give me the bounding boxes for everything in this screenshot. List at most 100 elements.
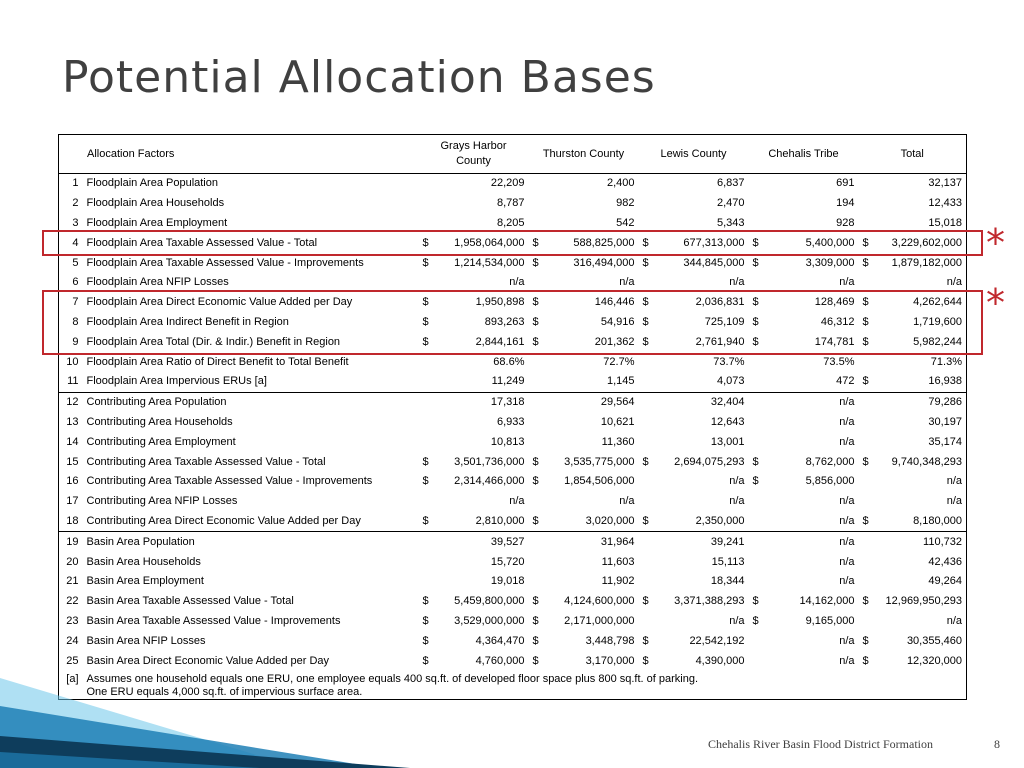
row-number: 21 <box>66 575 79 588</box>
page-number: 8 <box>994 737 1000 751</box>
row-label-text: Basin Area Employment <box>86 575 204 588</box>
table-row: 5 Floodplain Area Taxable Assessed Value … <box>59 253 967 273</box>
table-row: 4 Floodplain Area Taxable Assessed Value … <box>59 233 967 253</box>
cell-lewis: 5,343 <box>639 214 749 234</box>
cell-value: 4,124,600,000 <box>564 595 635 608</box>
row-label-text: Floodplain Area Employment <box>86 216 228 229</box>
footnote-reference: [a] <box>254 375 267 388</box>
cell-value: n/a <box>839 514 855 527</box>
allocation-table-container: Allocation Factors Grays Harbor County T… <box>58 134 967 700</box>
currency-symbol: $ <box>532 256 539 269</box>
cell-total: $12,320,000 <box>859 651 967 671</box>
cell-value: 15,720 <box>490 555 525 568</box>
cell-total: $12,969,950,293 <box>859 592 967 612</box>
cell-chehalis: n/a <box>749 572 859 592</box>
cell-value: n/a <box>619 276 635 289</box>
currency-symbol: $ <box>862 375 869 388</box>
row-label-text: Contributing Area NFIP Losses <box>86 495 238 508</box>
cell-total: 71.3% <box>859 352 967 372</box>
cell-grays-harbor: 39,527 <box>419 532 529 552</box>
cell-value: 2,694,075,293 <box>674 455 745 468</box>
cell-value: n/a <box>839 535 855 548</box>
currency-symbol: $ <box>642 256 649 269</box>
currency-symbol: $ <box>532 614 539 627</box>
cell-value: 2,400 <box>606 177 635 190</box>
cell-thurston: $4,124,600,000 <box>529 592 639 612</box>
cell-lewis: 2,470 <box>639 194 749 214</box>
row-label-text: Floodplain Area Taxable Assessed Value -… <box>86 236 318 249</box>
cell-value: 4,364,470 <box>475 634 525 647</box>
currency-symbol: $ <box>532 475 539 488</box>
currency-symbol: $ <box>532 514 539 527</box>
cell-lewis: 15,113 <box>639 552 749 572</box>
cell-thurston: n/a <box>529 273 639 293</box>
row-label-text: Floodplain Area Ratio of Direct Benefit … <box>86 355 349 368</box>
currency-symbol: $ <box>752 236 759 249</box>
row-number: 12 <box>66 396 79 409</box>
row-label: Floodplain Area Total (Dir. & Indir.) Be… <box>83 332 419 352</box>
currency-symbol: $ <box>422 315 429 328</box>
cell-value: 1,719,600 <box>913 315 962 328</box>
cell-chehalis: 691 <box>749 174 859 194</box>
cell-lewis: 13,001 <box>639 432 749 452</box>
cell-value: 54,916 <box>600 315 635 328</box>
cell-value: 893,263 <box>484 315 525 328</box>
cell-thurston: $2,171,000,000 <box>529 612 639 632</box>
currency-symbol: $ <box>532 296 539 309</box>
cell-grays-harbor: $893,263 <box>419 313 529 333</box>
row-number: 16 <box>66 475 79 488</box>
cell-total: $9,740,348,293 <box>859 452 967 472</box>
cell-value: 3,529,000,000 <box>454 614 525 627</box>
currency-symbol: $ <box>642 335 649 348</box>
cell-value: 3,170,000 <box>585 654 635 667</box>
cell-thurston: 72.7% <box>529 352 639 372</box>
cell-value: 1,854,506,000 <box>564 475 635 488</box>
row-number: 9 <box>72 335 79 348</box>
cell-total: 79,286 <box>859 392 967 412</box>
currency-symbol: $ <box>752 296 759 309</box>
currency-symbol: $ <box>642 455 649 468</box>
currency-symbol: $ <box>532 634 539 647</box>
cell-thurston: 542 <box>529 214 639 234</box>
cell-value: 3,309,000 <box>805 256 855 269</box>
cell-total: 15,018 <box>859 214 967 234</box>
allocation-table: Allocation Factors Grays Harbor County T… <box>58 134 967 700</box>
cell-grays-harbor: $1,950,898 <box>419 293 529 313</box>
row-label-text: Basin Area Taxable Assessed Value - Tota… <box>86 595 294 608</box>
cell-value: 3,020,000 <box>585 514 635 527</box>
table-row: 2 Floodplain Area Households 8,787 982 2,470… <box>59 194 967 214</box>
currency-symbol: $ <box>422 614 429 627</box>
currency-symbol: $ <box>532 315 539 328</box>
cell-chehalis: $128,469 <box>749 293 859 313</box>
row-number: 14 <box>66 435 79 448</box>
table-row: 11 Floodplain Area Impervious ERUs [a] 11,… <box>58 371 967 393</box>
row-number: 10 <box>66 355 79 368</box>
corner-decoration <box>0 678 410 768</box>
row-label: Basin Area Population <box>83 532 419 552</box>
currency-symbol: $ <box>862 654 869 667</box>
row-label: Basin Area NFIP Losses <box>83 631 419 651</box>
cell-value: n/a <box>729 614 745 627</box>
cell-value: 11,249 <box>491 375 525 388</box>
cell-grays-harbor: 6,933 <box>419 413 529 433</box>
cell-value: n/a <box>839 435 855 448</box>
cell-value: 49,264 <box>928 575 962 588</box>
cell-value: 9,165,000 <box>805 614 855 627</box>
cell-value: 30,197 <box>928 415 962 428</box>
cell-chehalis: $5,856,000 <box>749 472 859 492</box>
cell-value: 3,229,602,000 <box>891 236 962 249</box>
table-row: 3 Floodplain Area Employment 8,205 542 5,343… <box>59 214 967 234</box>
currency-symbol: $ <box>862 455 869 468</box>
cell-value: 2,470 <box>716 197 745 210</box>
cell-value: 71.3% <box>930 355 962 368</box>
cell-value: n/a <box>946 276 962 289</box>
cell-value: 11,902 <box>601 575 635 588</box>
cell-grays-harbor: 19,018 <box>419 572 529 592</box>
currency-symbol: $ <box>422 634 429 647</box>
cell-total: n/a <box>859 612 967 632</box>
row-label-text: Basin Area Direct Economic Value Added p… <box>86 654 330 667</box>
cell-chehalis: n/a <box>748 511 859 533</box>
cell-total: 42,436 <box>859 552 967 572</box>
cell-chehalis: 472 <box>748 371 859 393</box>
cell-thurston: 11,360 <box>529 432 639 452</box>
